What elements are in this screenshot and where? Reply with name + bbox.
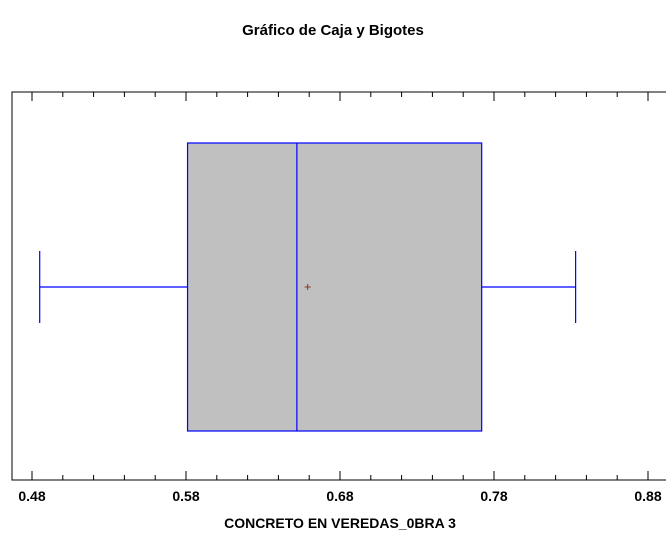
x-tick-label: 0.48 [18,488,45,504]
x-axis-ticks: 0.48 0.58 0.68 0.78 0.88 [18,92,662,504]
x-tick-label: 0.88 [634,488,661,504]
x-axis-label: CONCRETO EN VEREDAS_0BRA 3 [224,515,456,531]
x-tick-label: 0.58 [172,488,199,504]
x-tick-label: 0.78 [480,488,507,504]
chart-title: Gráfico de Caja y Bigotes [242,22,424,39]
x-tick-label: 0.68 [326,488,353,504]
interquartile-box [186,142,483,432]
box-and-whiskers [39,142,577,432]
